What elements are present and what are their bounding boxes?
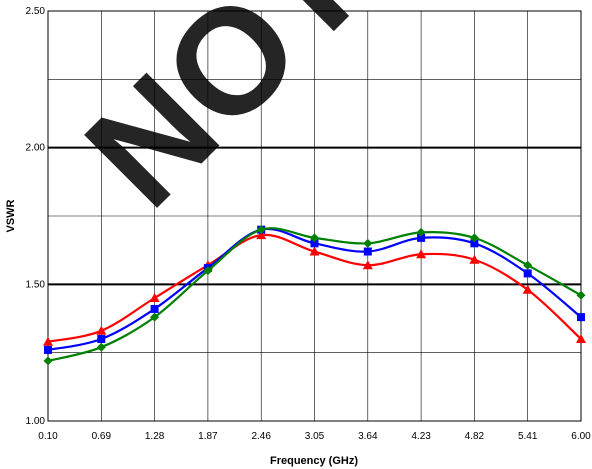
- data-point: [96, 342, 106, 352]
- data-point: [43, 336, 53, 346]
- data-point: [470, 239, 479, 248]
- data-point: [416, 227, 426, 237]
- x-axis-title: Frequency (GHz): [270, 455, 358, 467]
- x-tick-label: 1.87: [198, 431, 218, 442]
- series-1: [43, 230, 586, 346]
- x-tick-label: 5.41: [518, 431, 538, 442]
- data-point: [203, 266, 213, 276]
- data-point: [150, 304, 159, 313]
- x-tick-label: 1.28: [145, 431, 165, 442]
- data-point: [523, 260, 533, 270]
- data-point: [363, 238, 373, 248]
- data-point: [150, 312, 160, 322]
- x-tick-label: 6.00: [571, 431, 591, 442]
- series-3: [43, 225, 586, 366]
- plot-border: [47, 10, 582, 422]
- data-point: [44, 345, 52, 354]
- grid: [47, 10, 582, 422]
- x-tick-label: 0.10: [38, 431, 58, 442]
- data-point: [576, 334, 586, 343]
- data-point: [577, 313, 585, 322]
- data-point: [149, 293, 160, 302]
- y-tick-label: 2.00: [26, 143, 46, 154]
- data-point: [97, 335, 106, 343]
- data-point: [362, 260, 373, 270]
- data-point: [310, 239, 319, 248]
- x-tick-labels: 0.10 0.69 1.28 1.87 2.46 3.05 3.64 4.23 4.82 5.41…: [38, 431, 591, 442]
- x-tick-label: 2.46: [251, 431, 271, 442]
- y-tick-label: 2.50: [26, 6, 46, 17]
- data-point: [417, 233, 426, 242]
- data-point: [576, 290, 586, 300]
- data-point: [416, 249, 427, 259]
- x-tick-label: 4.23: [411, 431, 431, 442]
- x-tick-label: 3.05: [305, 431, 325, 442]
- y-tick-label: 1.00: [26, 416, 46, 427]
- data-point: [96, 325, 107, 335]
- data-point: [469, 233, 479, 243]
- data-point: [522, 284, 533, 294]
- data-point: [309, 246, 320, 256]
- x-tick-label: 3.64: [358, 431, 378, 442]
- data-point: [256, 230, 267, 240]
- x-tick-label: 4.82: [465, 431, 485, 442]
- data-point: [363, 247, 372, 256]
- data-point: [43, 356, 53, 366]
- data-point: [256, 225, 266, 235]
- data-point: [310, 233, 319, 243]
- series-group: [43, 225, 586, 366]
- y-axis-title: VSWR: [5, 199, 17, 232]
- y-tick-label: 1.50: [26, 279, 46, 290]
- y-tick-labels: 1.00 1.50 2.00 2.50: [26, 6, 46, 427]
- data-point: [469, 254, 480, 264]
- x-tick-label: 0.69: [92, 431, 112, 442]
- data-point: [523, 269, 532, 278]
